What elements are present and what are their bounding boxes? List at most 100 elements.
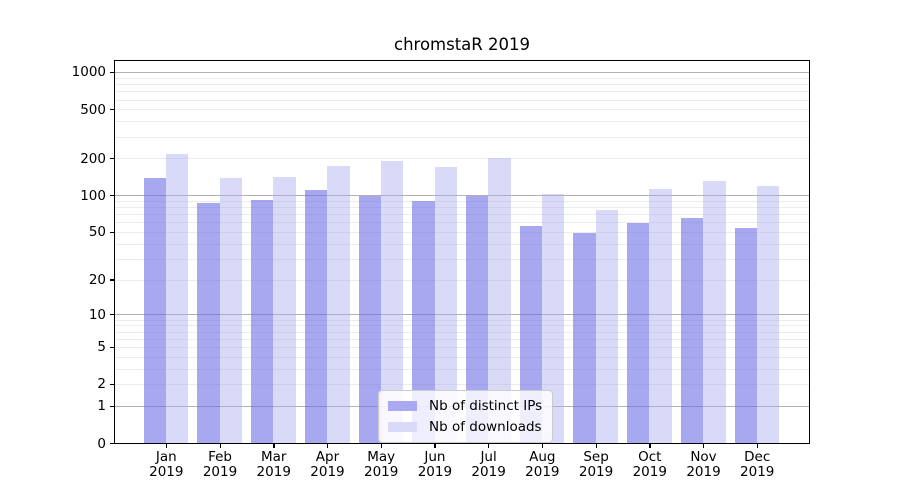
grid-line-minor [115, 121, 809, 123]
grid-line-minor [115, 325, 809, 327]
y-tick-mark [109, 279, 114, 281]
bar-downloads [488, 158, 511, 443]
y-axis-tick-label: 200 [80, 150, 106, 167]
grid-line-minor [115, 99, 809, 101]
bar-downloads [595, 210, 619, 443]
y-axis-tick-label: 100 [80, 187, 106, 204]
y-tick-mark [109, 443, 114, 445]
y-axis-tick-label: 50 [88, 224, 106, 241]
y-axis-tick-label: 10 [88, 306, 106, 323]
y-axis-tick-label: 1 [97, 398, 106, 415]
x-axis-tick-label: Jan 2019 [149, 448, 184, 480]
x-axis-tick-label: Nov 2019 [686, 448, 721, 480]
bar-downloads [703, 181, 726, 443]
bar-distinct-ips [412, 201, 435, 443]
x-tick-mark [326, 444, 329, 449]
x-tick-mark [595, 444, 597, 449]
grid-line-minor [115, 77, 809, 79]
x-tick-mark [434, 444, 436, 449]
y-tick-mark [109, 231, 114, 234]
bar-downloads [434, 167, 457, 443]
y-axis-tick-label: 500 [80, 101, 106, 118]
grid-line-minor [115, 331, 809, 333]
x-tick-mark [273, 444, 275, 449]
grid-line-minor [115, 258, 809, 260]
bar-distinct-ips [358, 196, 381, 443]
x-tick-mark [703, 444, 705, 449]
grid-line-minor [115, 214, 809, 216]
x-axis-tick-label: Sep 2019 [578, 448, 614, 480]
y-axis-tick-label: 2 [97, 376, 106, 393]
grid-line-minor [115, 346, 809, 348]
legend-label-distinct-ips: Nb of distinct IPs [429, 398, 543, 414]
bar-distinct-ips [304, 190, 328, 443]
bar-downloads [166, 153, 189, 443]
bar-downloads [327, 165, 350, 443]
legend: Nb of distinct IPs Nb of downloads [378, 390, 554, 443]
x-axis-tick-label: Dec 2019 [740, 448, 775, 480]
x-axis-tick-label: Oct 2019 [632, 448, 667, 480]
bar-downloads [273, 176, 296, 443]
bar-distinct-ips [680, 217, 704, 443]
grid-line-minor [115, 222, 809, 224]
bar-downloads [219, 177, 243, 443]
y-tick-mark [109, 158, 114, 160]
x-tick-mark [380, 444, 382, 449]
grid-line-minor [115, 207, 809, 209]
y-axis-tick-label: 0 [97, 435, 106, 452]
y-tick-mark [109, 383, 114, 386]
grid-line-major [115, 314, 809, 316]
y-tick-mark [109, 346, 114, 349]
x-tick-mark [649, 444, 651, 449]
bar-distinct-ips [465, 195, 489, 443]
bar-downloads [649, 188, 672, 443]
grid-line-minor [115, 338, 809, 340]
grid-line-major [115, 195, 809, 197]
grid-line-minor [115, 136, 809, 138]
grid-line-minor [115, 356, 809, 358]
bar-distinct-ips [143, 177, 166, 443]
x-axis-tick-label: Apr 2019 [310, 448, 345, 480]
x-axis-tick-label: Aug 2019 [525, 448, 560, 480]
bar-downloads [542, 193, 565, 443]
grid-line-minor [115, 319, 809, 321]
x-axis-tick-label: Feb 2019 [202, 448, 238, 480]
plot-area [114, 60, 810, 444]
x-axis-tick-label: May 2019 [363, 448, 399, 480]
y-tick-mark [109, 314, 114, 316]
y-tick-mark [109, 405, 114, 408]
bar-downloads [380, 161, 404, 443]
grid-line-minor [115, 91, 809, 93]
x-tick-mark [488, 444, 490, 449]
bar-distinct-ips [734, 227, 757, 443]
grid-line-minor [115, 368, 809, 370]
x-axis-tick-label: Jul 2019 [471, 448, 506, 480]
y-axis-tick-label: 20 [88, 271, 106, 288]
x-axis-tick-label: Mar 2019 [256, 448, 291, 480]
y-tick-mark [109, 195, 114, 197]
bar-downloads [756, 185, 780, 443]
x-tick-mark [219, 444, 221, 449]
grid-line-minor [115, 158, 809, 160]
legend-swatch-downloads [388, 421, 417, 433]
grid-line-minor [115, 384, 809, 386]
legend-swatch-distinct-ips [388, 400, 417, 412]
y-tick-mark [109, 71, 114, 74]
y-axis-tick-label: 1000 [71, 64, 106, 81]
x-tick-mark [756, 444, 759, 449]
y-tick-mark [109, 109, 114, 111]
x-axis-tick-label: Jun 2019 [417, 448, 453, 480]
x-tick-mark [541, 444, 544, 449]
grid-line-minor [115, 200, 809, 202]
y-axis-tick-label: 5 [97, 339, 106, 356]
legend-label-downloads: Nb of downloads [429, 419, 542, 435]
bar-distinct-ips [197, 203, 220, 443]
legend-item-distinct-ips: Nb of distinct IPs [388, 398, 542, 414]
grid-line-minor [115, 243, 809, 245]
bar-distinct-ips [519, 225, 543, 443]
grid-line-minor [115, 84, 809, 86]
x-tick-mark [165, 444, 168, 449]
grid-line-major [115, 72, 809, 74]
grid-line-minor [115, 109, 809, 111]
